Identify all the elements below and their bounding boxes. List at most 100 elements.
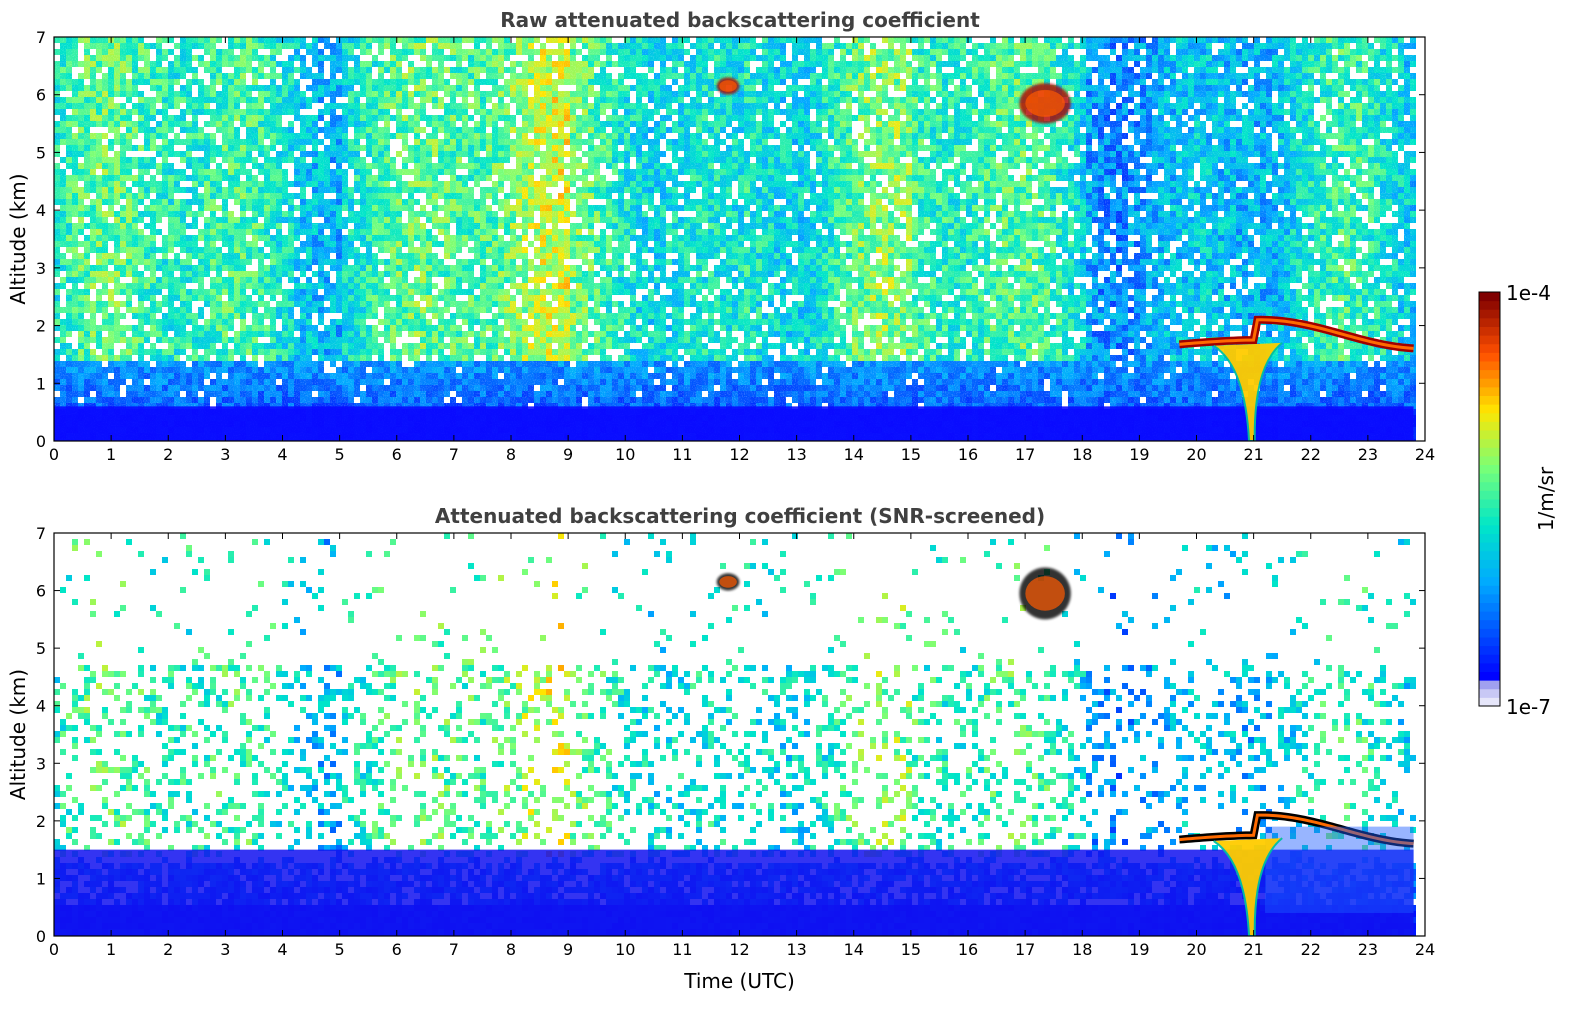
colorbar-block (1479, 585, 1500, 595)
colorbar-block (1479, 619, 1500, 629)
snr-y-axis: 0 1 2 3 4 5 6 7 (36, 524, 1425, 946)
colorbar-block (1479, 292, 1500, 302)
y-tick-label: 4 (36, 697, 46, 716)
raw-backscatter-panel: Raw attenuated backscattering coefficien… (6, 8, 1435, 464)
fall-streak (1213, 342, 1283, 441)
y-tick-label: 0 (36, 432, 46, 451)
raw-y-axis: 0 1 2 3 4 5 6 7 (36, 28, 1425, 451)
colorbar-block (1479, 524, 1500, 534)
colorbar-block (1479, 559, 1500, 569)
x-tick-label: 5 (335, 445, 345, 464)
y-tick-label: 1 (36, 374, 46, 393)
snr-y-axis-label: Altitude (km) (6, 669, 30, 800)
y-tick-label: 5 (36, 143, 46, 162)
cloud-core (1025, 576, 1065, 611)
snr-panel-title: Attenuated backscattering coefficient (S… (435, 504, 1045, 528)
colorbar-block (1479, 412, 1500, 422)
x-tick-label: 0 (49, 940, 59, 959)
colorbar-block (1479, 593, 1500, 603)
x-tick-label: 22 (1301, 445, 1321, 464)
x-tick-label: 11 (672, 445, 692, 464)
x-axis-label: Time (UTC) (683, 969, 795, 993)
x-tick-label: 1 (106, 445, 116, 464)
x-tick-label: 15 (901, 940, 921, 959)
x-tick-label: 6 (392, 940, 402, 959)
x-tick-label: 3 (220, 445, 230, 464)
x-tick-label: 8 (506, 940, 516, 959)
colorbar-block (1479, 611, 1500, 621)
boundary-layer-region (54, 849, 1414, 936)
x-tick-label: 8 (506, 445, 516, 464)
colorbar-block (1479, 404, 1500, 414)
x-tick-label: 16 (958, 940, 978, 959)
x-tick-label: 6 (392, 445, 402, 464)
colorbar-block (1479, 680, 1500, 690)
colorbar-max-label: 1e-4 (1506, 281, 1551, 305)
x-tick-label: 5 (335, 940, 345, 959)
colorbar-block (1479, 697, 1500, 707)
boundary-layer-region (54, 406, 1414, 441)
x-tick-label: 4 (277, 445, 287, 464)
colorbar-frame (1478, 291, 1501, 707)
x-tick-label: 1 (106, 940, 116, 959)
colorbar-block (1479, 576, 1500, 586)
cloud-layer-core (1179, 813, 1414, 846)
x-tick-label: 19 (1129, 940, 1149, 959)
x-tick-label: 7 (449, 940, 459, 959)
raw-heatmap (54, 37, 1416, 441)
x-tick-label: 14 (844, 445, 864, 464)
x-tick-label: 9 (563, 445, 573, 464)
x-tick-label: 13 (786, 940, 806, 959)
colorbar-block (1479, 550, 1500, 560)
colorbar-block (1479, 533, 1500, 543)
x-tick-label: 7 (449, 445, 459, 464)
x-tick-label: 10 (615, 940, 635, 959)
colorbar-block (1479, 481, 1500, 491)
x-tick-label: 18 (1072, 445, 1092, 464)
colorbar-block (1479, 300, 1500, 310)
x-tick-label: 17 (1015, 940, 1035, 959)
y-tick-label: 0 (36, 927, 46, 946)
colorbar-gradient (1479, 292, 1500, 707)
colorbar-block (1479, 490, 1500, 500)
raw-panel-title: Raw attenuated backscattering coefficien… (500, 8, 980, 32)
x-tick-label: 21 (1243, 940, 1263, 959)
y-tick-label: 6 (36, 86, 46, 105)
y-tick-label: 2 (36, 317, 46, 336)
colorbar-block (1479, 499, 1500, 509)
x-tick-label: 19 (1129, 445, 1149, 464)
colorbar-block (1479, 671, 1500, 681)
x-tick-label: 21 (1243, 445, 1263, 464)
y-tick-label: 2 (36, 812, 46, 831)
y-tick-label: 5 (36, 639, 46, 658)
colorbar-block (1479, 447, 1500, 457)
colorbar-block (1479, 662, 1500, 672)
colorbar-block (1479, 378, 1500, 388)
cloud-layer-core (1179, 318, 1414, 350)
colorbar-block (1479, 464, 1500, 474)
x-tick-label: 23 (1358, 445, 1378, 464)
colorbar-block (1479, 361, 1500, 371)
fall-streak (1213, 837, 1283, 936)
colorbar-block (1479, 645, 1500, 655)
y-tick-label: 3 (36, 259, 46, 278)
colorbar-block (1479, 369, 1500, 379)
colorbar-block (1479, 516, 1500, 526)
y-tick-label: 6 (36, 582, 46, 601)
y-tick-label: 7 (36, 524, 46, 543)
x-tick-label: 4 (277, 940, 287, 959)
cloud-core (1025, 89, 1065, 117)
x-tick-label: 12 (729, 445, 749, 464)
colorbar-block (1479, 688, 1500, 698)
x-tick-label: 23 (1358, 940, 1378, 959)
colorbar-block (1479, 568, 1500, 578)
x-tick-label: 2 (163, 940, 173, 959)
x-tick-label: 2 (163, 445, 173, 464)
x-tick-label: 10 (615, 445, 635, 464)
colorbar-unit-label: 1/m/sr (1534, 466, 1558, 531)
y-tick-label: 4 (36, 201, 46, 220)
colorbar-block (1479, 421, 1500, 431)
snr-heatmap (54, 533, 1416, 936)
colorbar-min-label: 1e-7 (1506, 695, 1551, 719)
